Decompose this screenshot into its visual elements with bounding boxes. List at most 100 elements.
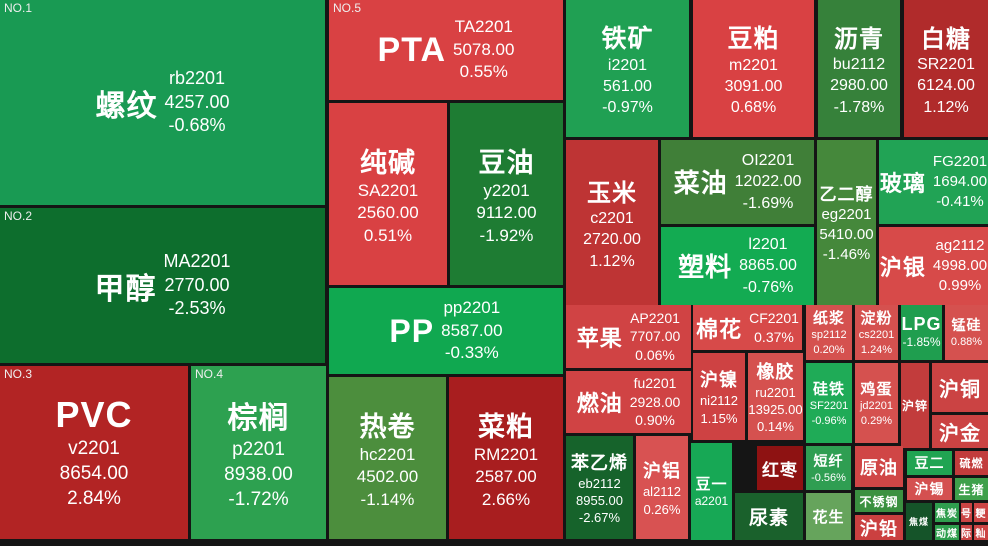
tile-sa2201[interactable]: 纯碱 SA2201 2560.00 0.51% (329, 103, 447, 285)
tile-p2201[interactable]: NO.4 棕榈 p2201 8938.00 -1.72% (191, 366, 326, 539)
tile-eg2201[interactable]: 乙二醇 eg2201 5410.00 -1.46% (817, 140, 876, 305)
tile-change: -1.72% (228, 489, 289, 511)
tile-cs2201[interactable]: 淀粉 cs2201 1.24% (855, 305, 898, 360)
tile-sr2201[interactable]: 白糖 SR2201 6124.00 1.12% (904, 0, 988, 137)
tile-sp2112[interactable]: 纸浆 sp2112 0.20% (806, 305, 852, 360)
tile-rice-japonica[interactable]: 粳 (974, 503, 988, 522)
tile-l2201[interactable]: 塑料 l2201 8865.00 -0.76% (661, 227, 814, 305)
tile-rb2201[interactable]: NO.1 螺纹 rb2201 4257.00 -0.68% (0, 0, 325, 205)
tile-change: -0.68% (168, 115, 226, 136)
tile-label: 动煤 (936, 529, 958, 540)
tile-soybean-no2[interactable]: 豆二 (907, 451, 952, 475)
tile-contract: a2201 (694, 494, 729, 509)
tile-price: 2980.00 (830, 77, 888, 95)
tile-change: -0.41% (936, 192, 984, 210)
tile-change: -1.46% (822, 245, 871, 263)
tile-lead[interactable]: 沪铅 (855, 515, 903, 540)
tile-rice-indica[interactable]: 籼 (974, 525, 988, 540)
tile-a2201[interactable]: 豆一 a2201 (691, 443, 732, 540)
tile-label: 沪铅 (860, 518, 898, 539)
tile-short-fiber[interactable]: 短纤 -0.56% (806, 446, 851, 490)
tile-c2201[interactable]: 玉米 c2201 2720.00 1.12% (566, 140, 658, 305)
tile-change: 0.26% (643, 501, 681, 517)
tile-contract: CF2201 (749, 310, 799, 327)
tile-label: 棉花 (696, 316, 743, 342)
tile-change: 0.06% (635, 346, 675, 363)
tile-price: 2770.00 (164, 274, 230, 295)
tile-i2201[interactable]: 铁矿 i2201 561.00 -0.97% (566, 0, 689, 137)
tile-jd2201[interactable]: 鸡蛋 jd2201 0.29% (855, 363, 898, 443)
tile-oi2201[interactable]: 菜油 OI2201 12022.00 -1.69% (661, 140, 814, 224)
tile-low-sulfur-fuel[interactable]: 硫燃 (955, 451, 988, 475)
tile-rubber-20[interactable]: 号 (961, 503, 972, 522)
tile-fu2201[interactable]: 燃油 fu2201 2928.00 0.90% (566, 371, 691, 433)
tile-ta2201[interactable]: NO.5 PTA TA2201 5078.00 0.55% (329, 0, 563, 100)
tile-label: 号 (961, 509, 972, 520)
tile-ap2201[interactable]: 苹果 AP2201 7707.00 0.06% (566, 305, 691, 368)
tile-fg2201[interactable]: 玻璃 FG2201 1694.00 -0.41% (879, 140, 988, 224)
tile-tin[interactable]: 沪锡 (907, 478, 952, 500)
tile-cf2201[interactable]: 棉花 CF2201 0.37% (693, 305, 802, 350)
rank-label: NO.3 (4, 367, 33, 381)
tile-label: 玉米 (587, 180, 637, 208)
tile-thermal-coal[interactable]: 动煤 (935, 525, 959, 540)
tile-label: 沪铝 (642, 461, 681, 482)
tile-copper[interactable]: 沪铜 (932, 363, 988, 412)
tile-manganese-silicon[interactable]: 锰硅 0.88% (945, 305, 988, 360)
tile-intl-copper[interactable]: 际 (961, 525, 972, 540)
tile-urea[interactable]: 尿素 (735, 493, 803, 540)
tile-change: -2.53% (168, 298, 226, 319)
tile-label: 硅铁 (812, 380, 845, 398)
tile-gold[interactable]: 沪金 (932, 415, 988, 448)
tile-change: 1.12% (589, 252, 635, 270)
tile-change: 0.68% (730, 99, 777, 117)
tile-label: 焦炭 (936, 509, 958, 520)
tile-zinc[interactable]: 沪锌 (901, 363, 929, 448)
tile-price: 7707.00 (629, 328, 681, 345)
tile-label: 豆油 (478, 147, 535, 178)
tile-y2201[interactable]: 豆油 y2201 9112.00 -1.92% (450, 103, 563, 285)
tile-contract: rb2201 (168, 67, 226, 88)
tile-pp2201[interactable]: PP pp2201 8587.00 -0.33% (329, 288, 563, 374)
tile-coking-coal[interactable]: 焦煤 (906, 503, 932, 540)
tile-price: 6124.00 (917, 77, 975, 95)
tile-label: LPG (901, 314, 942, 335)
tile-bu2112[interactable]: 沥青 bu2112 2980.00 -1.78% (818, 0, 900, 137)
tile-hogs[interactable]: 生猪 (955, 478, 988, 500)
tile-ni2112[interactable]: 沪镍 ni2112 1.15% (693, 353, 745, 440)
tile-lpg[interactable]: LPG -1.85% (901, 305, 942, 360)
tile-contract: AP2201 (630, 309, 680, 326)
tile-label: 螺纹 (95, 89, 158, 123)
tile-contract: c2201 (590, 210, 634, 228)
tile-sf2201[interactable]: 硅铁 SF2201 -0.96% (806, 363, 852, 443)
tile-price: 8955.00 (576, 492, 623, 508)
tile-contract: ag2112 (935, 237, 985, 255)
tile-price: 4502.00 (356, 467, 419, 487)
tile-contract: pp2201 (443, 298, 501, 318)
tile-v2201[interactable]: NO.3 PVC v2201 8654.00 2.84% (0, 366, 188, 539)
tile-crude-oil[interactable]: 原油 (855, 446, 903, 487)
tile-al2112[interactable]: 沪铝 al2112 0.26% (636, 436, 688, 539)
tile-change: -1.85% (902, 335, 941, 350)
tile-m2201[interactable]: 豆粕 m2201 3091.00 0.68% (693, 0, 814, 137)
tile-change: 1.15% (700, 410, 738, 426)
tile-price: 5410.00 (819, 226, 874, 244)
tile-change: 0.99% (938, 276, 982, 294)
tile-coke[interactable]: 焦炭 (935, 503, 959, 522)
tile-label: PTA (377, 30, 447, 69)
tile-jujube[interactable]: 红枣 (757, 446, 803, 490)
tile-ag2112[interactable]: 沪银 ag2112 4998.00 0.99% (879, 227, 988, 305)
tile-rm2201[interactable]: 菜粕 RM2201 2587.00 2.66% (449, 377, 563, 539)
tile-label: 沥青 (834, 26, 884, 54)
tile-label: 硫燃 (959, 458, 984, 470)
tile-eb2112[interactable]: 苯乙烯 eb2112 8955.00 -2.67% (566, 436, 633, 539)
tile-contract: y2201 (483, 180, 530, 200)
tile-ma2201[interactable]: NO.2 甲醇 MA2201 2770.00 -2.53% (0, 208, 325, 363)
tile-label: 短纤 (813, 452, 844, 469)
tile-stainless-steel[interactable]: 不锈钢 (855, 490, 903, 512)
tile-hc2201[interactable]: 热卷 hc2201 4502.00 -1.14% (329, 377, 446, 539)
tile-label: 菜油 (673, 168, 728, 199)
tile-peanut[interactable]: 花生 (806, 493, 851, 540)
tile-ru2201[interactable]: 橡胶 ru2201 13925.00 0.14% (748, 353, 803, 440)
